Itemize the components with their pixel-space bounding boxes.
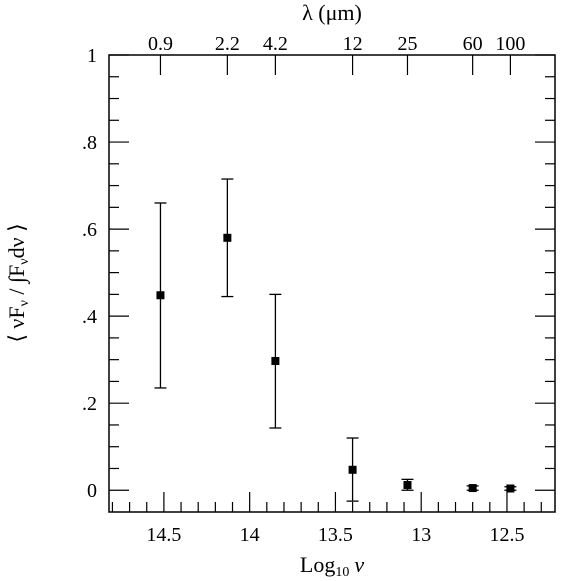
data-point [156, 291, 165, 300]
plot-frame [108, 54, 556, 513]
data-point [348, 465, 357, 474]
data-points [154, 178, 517, 502]
top-tick-label: 25 [397, 33, 417, 55]
top-tick-label: 12 [343, 33, 363, 55]
data-point [223, 233, 232, 242]
y-axis-title-part3: dν ⟩ [4, 223, 29, 258]
data-point [468, 484, 477, 493]
y-axis-title-sub1: ν [17, 300, 32, 306]
ticks [109, 54, 555, 512]
x-tick-label: 14.5 [146, 524, 181, 546]
top-tick-label: 0.9 [148, 33, 173, 55]
data-point [271, 356, 280, 365]
y-tick-label: .2 [82, 393, 97, 415]
top-tick-label: 2.2 [215, 33, 240, 55]
y-tick-label: 0 [87, 480, 97, 502]
y-tick-label: .4 [82, 306, 97, 328]
tick-labels: 14.5 14 13.5 13 12.5 0.9 2.2 4.2 12 25 60 100 0 .2 .4.… [82, 33, 525, 546]
y-axis-title: ⟨ νFν / ∫Fνdν ⟩ [4, 223, 32, 342]
data-point [403, 481, 412, 490]
x-tick-label: 14 [240, 524, 260, 546]
x-tick-label: 13 [411, 524, 431, 546]
y-axis-title-part1: ⟨ νF [4, 306, 29, 342]
y-axis-title-sub2: ν [17, 258, 32, 264]
top-tick-label: 4.2 [263, 33, 288, 55]
data-point [506, 484, 515, 493]
y-axis-title-part2: / ∫F [4, 265, 30, 300]
y-tick-label: .6 [82, 219, 97, 241]
y-tick-label: 1 [87, 45, 97, 67]
y-tick-label: .8 [82, 132, 97, 154]
top-tick-label: 100 [495, 33, 525, 55]
x-tick-label: 12.5 [489, 524, 524, 546]
x-axis-title-main: Log [300, 552, 335, 577]
x-axis-title: Log10 ν [300, 552, 364, 580]
top-tick-label: 60 [463, 33, 483, 55]
x-axis-title-sub: 10 [335, 565, 349, 580]
x-tick-label: 13.5 [318, 524, 353, 546]
top-axis-title: λ (μm) [302, 0, 362, 25]
x-axis-title-var: ν [354, 552, 364, 577]
